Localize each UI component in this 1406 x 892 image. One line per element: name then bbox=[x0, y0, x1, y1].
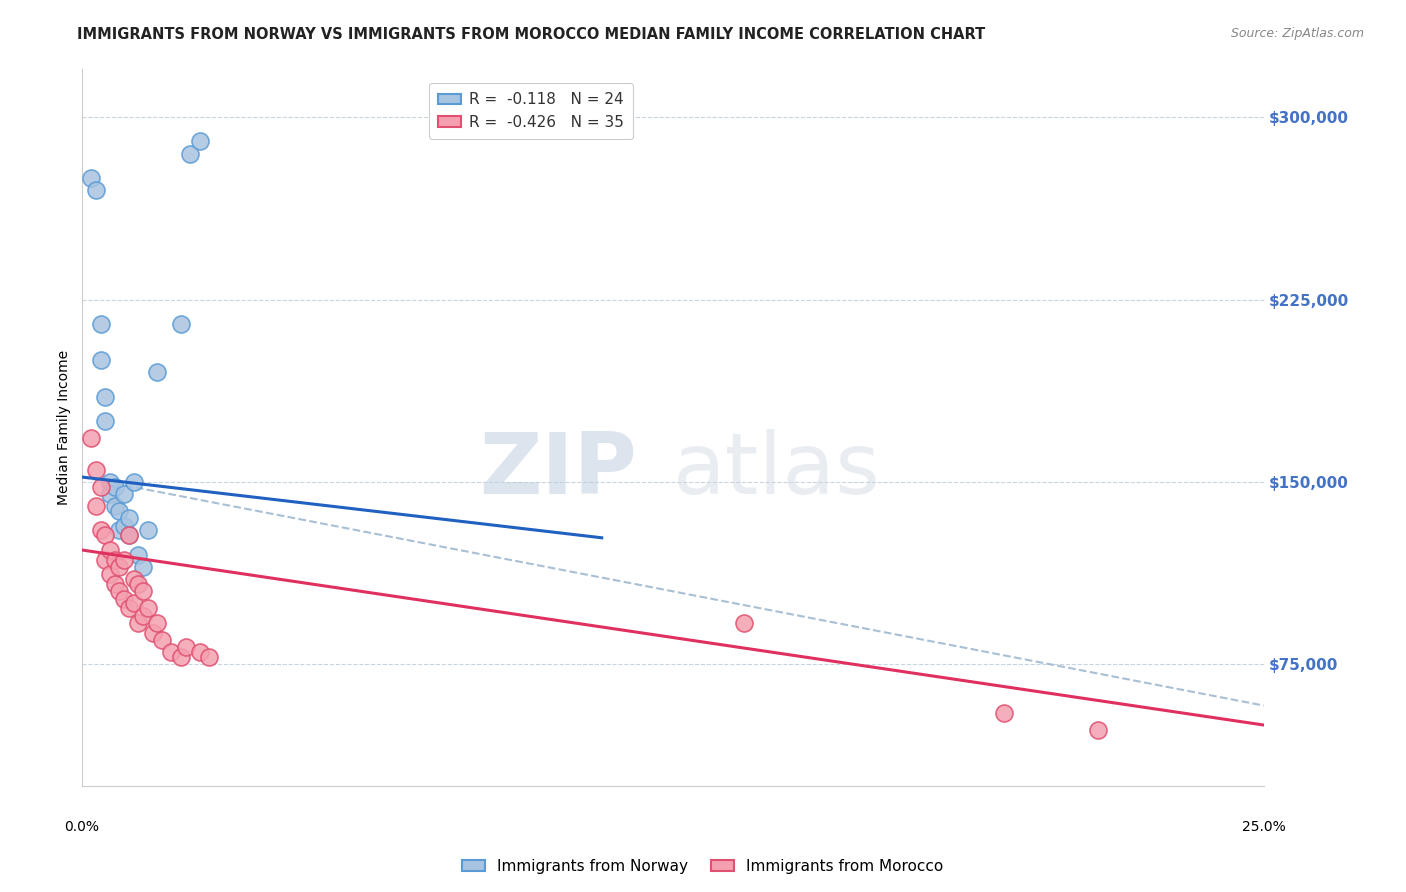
Point bbox=[98, 567, 121, 582]
Point bbox=[1087, 723, 1109, 737]
Point bbox=[94, 390, 117, 404]
Point bbox=[132, 560, 155, 574]
Point bbox=[733, 615, 755, 630]
Point bbox=[122, 572, 145, 586]
Point bbox=[188, 645, 211, 659]
Legend: Immigrants from Norway, Immigrants from Morocco: Immigrants from Norway, Immigrants from … bbox=[456, 853, 950, 880]
Point bbox=[146, 366, 169, 380]
Point bbox=[89, 353, 111, 368]
Point bbox=[98, 475, 121, 489]
Point bbox=[89, 480, 111, 494]
Point bbox=[198, 649, 221, 664]
Point bbox=[179, 146, 201, 161]
Point bbox=[80, 431, 103, 445]
Point bbox=[104, 577, 127, 591]
Point bbox=[84, 499, 107, 513]
Point bbox=[118, 511, 141, 525]
Point bbox=[132, 608, 155, 623]
Point bbox=[112, 487, 135, 501]
Point bbox=[84, 183, 107, 197]
Point bbox=[132, 584, 155, 599]
Point bbox=[118, 528, 141, 542]
Point bbox=[118, 528, 141, 542]
Point bbox=[104, 552, 127, 566]
Point bbox=[118, 601, 141, 615]
Point bbox=[104, 499, 127, 513]
Legend: R =  -0.118   N = 24, R =  -0.426   N = 35: R = -0.118 N = 24, R = -0.426 N = 35 bbox=[429, 83, 633, 139]
Point bbox=[112, 591, 135, 606]
Point bbox=[136, 524, 159, 538]
Text: 0.0%: 0.0% bbox=[65, 820, 98, 834]
Point bbox=[84, 463, 107, 477]
Point bbox=[146, 615, 169, 630]
Point bbox=[94, 552, 117, 566]
Point bbox=[108, 504, 131, 518]
Y-axis label: Median Family Income: Median Family Income bbox=[58, 350, 72, 505]
Text: ZIP: ZIP bbox=[479, 429, 637, 512]
Point bbox=[108, 560, 131, 574]
Point bbox=[993, 706, 1015, 720]
Point bbox=[108, 584, 131, 599]
Point bbox=[170, 317, 193, 331]
Point bbox=[141, 625, 163, 640]
Text: Source: ZipAtlas.com: Source: ZipAtlas.com bbox=[1230, 27, 1364, 40]
Point bbox=[122, 597, 145, 611]
Point bbox=[127, 548, 149, 562]
Point bbox=[108, 524, 131, 538]
Point bbox=[98, 487, 121, 501]
Point bbox=[98, 543, 121, 558]
Point bbox=[104, 480, 127, 494]
Text: IMMIGRANTS FROM NORWAY VS IMMIGRANTS FROM MOROCCO MEDIAN FAMILY INCOME CORRELATI: IMMIGRANTS FROM NORWAY VS IMMIGRANTS FRO… bbox=[77, 27, 986, 42]
Point bbox=[94, 414, 117, 428]
Point bbox=[122, 475, 145, 489]
Point bbox=[136, 601, 159, 615]
Point bbox=[112, 552, 135, 566]
Point bbox=[94, 528, 117, 542]
Point bbox=[127, 577, 149, 591]
Point bbox=[112, 518, 135, 533]
Point bbox=[170, 649, 193, 664]
Point bbox=[80, 170, 103, 185]
Point bbox=[127, 615, 149, 630]
Point bbox=[174, 640, 197, 655]
Point bbox=[160, 645, 183, 659]
Text: 25.0%: 25.0% bbox=[1241, 820, 1285, 834]
Point bbox=[89, 524, 111, 538]
Point bbox=[188, 135, 211, 149]
Point bbox=[89, 317, 111, 331]
Point bbox=[150, 632, 173, 647]
Text: atlas: atlas bbox=[672, 429, 880, 512]
